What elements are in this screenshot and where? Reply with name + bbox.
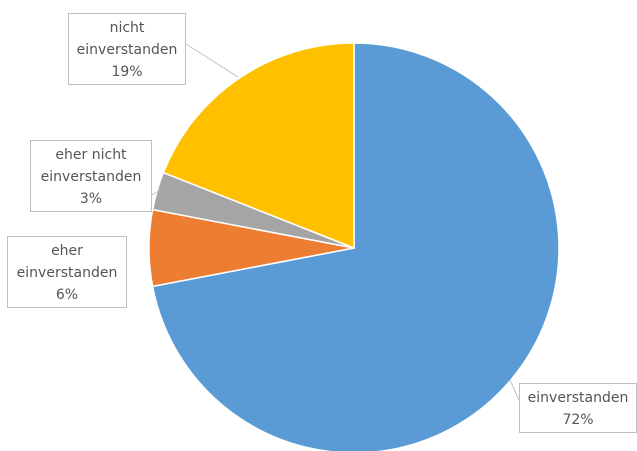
data-label-value: 72%	[562, 412, 593, 428]
data-label-callouts: einverstanden 72% eher einverstanden 6% eher …	[7, 13, 637, 433]
data-label-category: einverstanden	[41, 169, 142, 185]
data-label: einverstanden 72%	[519, 383, 637, 433]
data-label-category: einverstanden	[77, 42, 178, 58]
data-label-value: 6%	[56, 287, 78, 303]
data-label-category: eher	[51, 243, 83, 259]
data-label-value: 19%	[111, 64, 142, 80]
data-label: nicht einverstanden 19%	[68, 13, 186, 85]
pie-slice	[151, 42, 560, 451]
pie-slice	[162, 42, 355, 250]
data-label-category: eher nicht	[55, 147, 127, 163]
data-label: eher nicht einverstanden 3%	[30, 140, 152, 212]
data-label-category: nicht	[110, 20, 145, 36]
leader-line	[509, 379, 520, 401]
pie-slices	[148, 42, 560, 451]
leader-line	[151, 189, 161, 196]
data-label-box	[68, 13, 186, 85]
data-label-value: 3%	[80, 191, 102, 207]
leader-lines	[151, 43, 520, 401]
leader-line	[185, 43, 239, 78]
data-label-box	[30, 140, 152, 212]
data-label: eher einverstanden 6%	[7, 236, 127, 308]
data-label-box	[519, 383, 637, 433]
data-label-box	[7, 236, 127, 308]
data-label-category: einverstanden	[17, 265, 118, 281]
data-label-category: einverstanden	[528, 390, 629, 406]
